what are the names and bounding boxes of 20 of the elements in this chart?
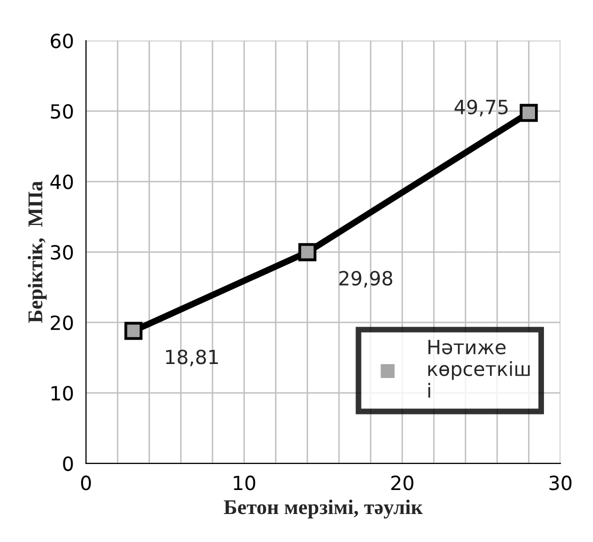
y-tick-label: 60 [50,34,73,48]
y-axis-title: Беріктік, МПа [28,181,47,323]
x-tick-label: 10 [234,476,256,490]
y-tick-label: 0 [63,456,73,472]
point [298,243,316,262]
data-label: 18,81 [166,350,218,366]
legend-label: Нәтиже көрсеткіш і [428,340,530,398]
x-tick-label: 30 [549,476,572,490]
data-label: 49,75 [454,100,508,116]
y-tick-label: 30 [50,244,73,260]
x-axis-title: Бетон мерзімі, тәулік [224,500,423,519]
x-tick-label: 20 [391,476,414,490]
y-tick-label: 40 [50,174,73,190]
point [520,104,538,122]
y-tick-label: 20 [50,315,73,330]
data-label: 29,98 [339,270,392,288]
y-tick-label: 10 [52,386,73,401]
y-tick-label: 50 [50,104,73,119]
point [124,322,142,340]
x-tick-label: 0 [81,476,91,490]
